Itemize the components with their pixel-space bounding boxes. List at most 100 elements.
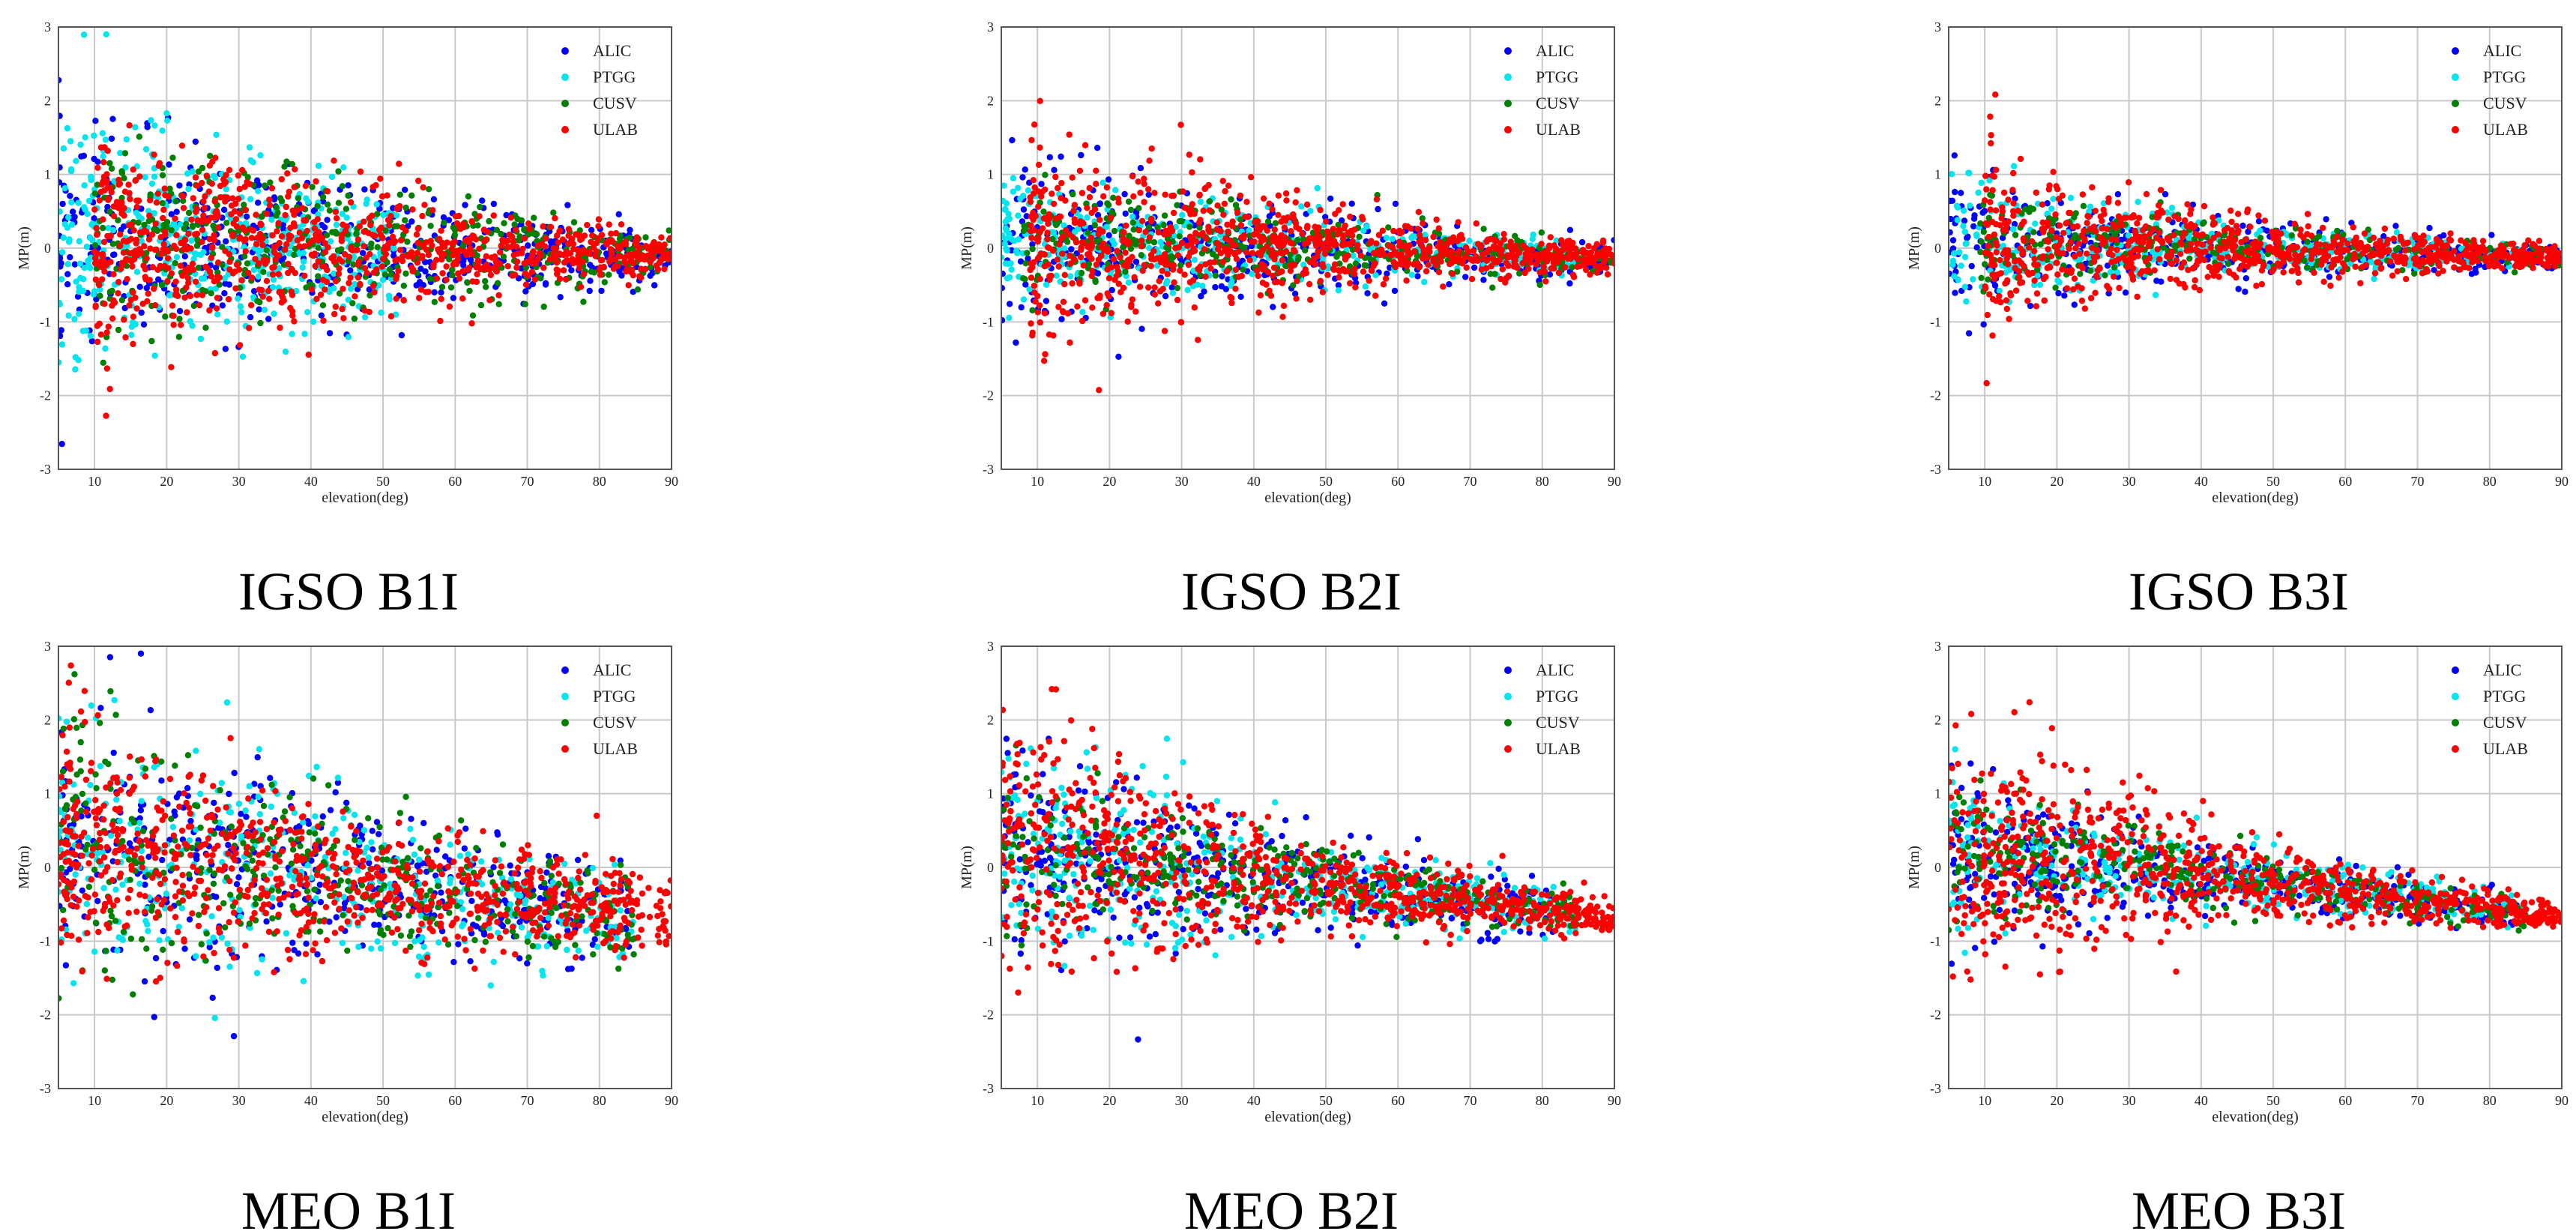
data-point (214, 295, 221, 301)
data-point (222, 280, 229, 287)
data-point (226, 166, 233, 173)
data-point (550, 209, 557, 216)
data-point (1036, 228, 1043, 235)
data-point (274, 228, 280, 235)
data-point (1078, 247, 1085, 253)
data-point (642, 234, 649, 241)
data-point (1141, 175, 1147, 182)
data-point (69, 208, 76, 215)
data-point (1022, 260, 1029, 267)
data-point (229, 195, 236, 202)
data-point (241, 227, 249, 234)
data-point (1587, 271, 1593, 278)
data-point (278, 299, 285, 306)
data-point (1109, 237, 1116, 244)
data-point (112, 203, 119, 210)
data-point (178, 322, 184, 328)
data-point (2245, 228, 2251, 235)
data-point (1339, 201, 1346, 208)
data-point (119, 262, 126, 268)
data-point (610, 265, 618, 272)
data-point (1034, 292, 1041, 300)
data-point (1020, 193, 1027, 199)
data-point (67, 193, 73, 199)
data-point (176, 316, 183, 322)
data-point (1198, 231, 1205, 238)
data-point (1161, 328, 1168, 334)
data-point (1049, 190, 1055, 197)
data-point (75, 357, 82, 364)
data-point (130, 227, 137, 234)
data-point (476, 213, 483, 220)
data-point (1604, 250, 1611, 258)
data-point (178, 142, 186, 149)
data-point (232, 268, 238, 275)
data-point (474, 257, 481, 265)
data-point (493, 268, 500, 275)
data-point (397, 237, 405, 244)
data-point (1405, 223, 1411, 230)
data-point (1135, 178, 1141, 185)
data-point (71, 316, 78, 322)
data-point (1078, 269, 1085, 277)
data-point (271, 263, 277, 271)
legend-label-ptgg: PTGG (593, 67, 636, 86)
data-point (1114, 263, 1120, 271)
data-point (1218, 206, 1225, 213)
legend-marker-ptgg (561, 73, 569, 81)
data-point (647, 264, 654, 271)
data-point (164, 277, 171, 285)
data-point (1037, 97, 1043, 104)
data-point (1148, 145, 1155, 152)
data-point (1031, 121, 1038, 128)
data-point (185, 230, 192, 238)
legend-marker-alic (1504, 47, 1512, 55)
data-point (1165, 240, 1172, 247)
data-point (1347, 280, 1354, 286)
data-point (1275, 192, 1282, 199)
data-point (1521, 269, 1528, 277)
data-point (1596, 262, 1603, 269)
data-point (1980, 321, 1987, 328)
data-point (75, 199, 82, 206)
data-point (1088, 272, 1095, 280)
data-point (1022, 281, 1029, 288)
data-point (1043, 281, 1050, 288)
data-point (1470, 247, 1477, 254)
data-point (522, 288, 529, 295)
data-point (1055, 304, 1062, 310)
data-point (217, 182, 224, 190)
data-point (309, 184, 316, 190)
data-point (1961, 217, 1968, 224)
data-point (277, 324, 283, 331)
data-point (100, 153, 106, 160)
data-point (92, 302, 99, 309)
data-point (125, 222, 133, 229)
data-point (1406, 251, 1413, 259)
data-point (510, 238, 517, 245)
legend-marker-ulab (561, 126, 569, 133)
data-point (622, 238, 629, 245)
y-tick-label: -1 (40, 314, 51, 329)
data-point (1512, 232, 1518, 239)
data-point (386, 295, 393, 303)
data-point (176, 182, 183, 189)
data-point (1035, 203, 1042, 210)
data-point (1599, 247, 1607, 254)
data-point (285, 193, 292, 200)
data-point (71, 214, 78, 220)
data-point (1196, 224, 1203, 231)
data-point (1558, 237, 1565, 244)
data-point (448, 245, 456, 253)
data-point (1414, 226, 1421, 232)
data-point (426, 275, 433, 282)
data-point (1191, 247, 1198, 254)
data-point (211, 349, 219, 357)
data-point (1044, 229, 1051, 236)
data-point (199, 179, 205, 187)
data-point (1070, 234, 1076, 241)
data-point (443, 263, 450, 270)
data-point (2326, 274, 2333, 280)
data-point (1307, 296, 1314, 303)
